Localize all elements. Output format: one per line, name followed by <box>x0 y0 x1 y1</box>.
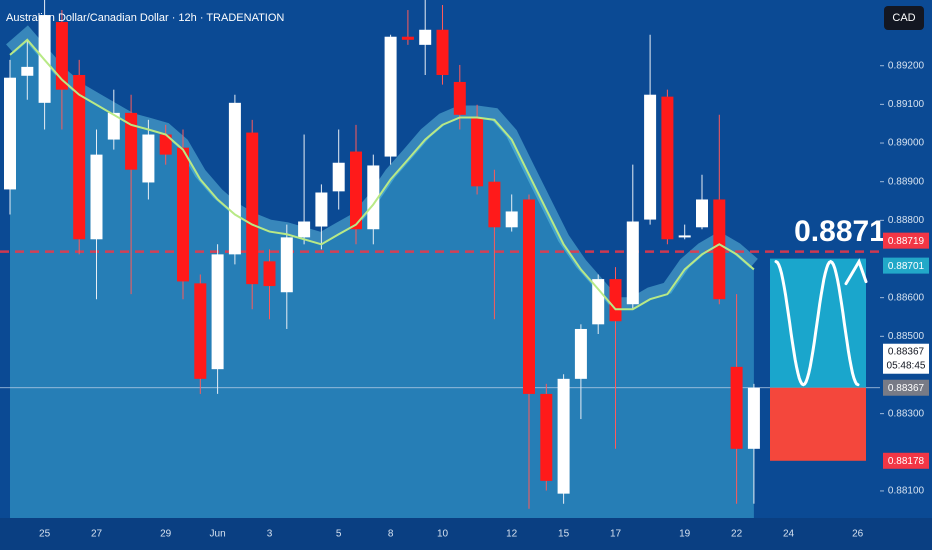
y-tick-label: 0.88900 <box>888 176 925 187</box>
candle-body <box>488 181 501 228</box>
candle-body <box>228 102 241 255</box>
price-label: 0.88719 <box>888 236 925 247</box>
currency-button[interactable] <box>884 6 924 30</box>
x-tick-label: 8 <box>388 529 394 540</box>
candle-body <box>211 254 224 370</box>
candle-body <box>747 387 760 449</box>
candle-body <box>505 211 518 228</box>
x-tick-label: 27 <box>91 529 103 540</box>
candle-body <box>332 162 345 192</box>
candle-body <box>125 112 138 170</box>
price-label: 0.88701 <box>888 261 925 272</box>
candle-body <box>177 147 189 282</box>
candle-body <box>384 36 397 157</box>
currency-label[interactable]: CAD <box>892 12 915 24</box>
price-label-box <box>883 257 929 274</box>
candle-body <box>367 165 380 230</box>
x-tick-label: 24 <box>783 529 795 540</box>
candle-body <box>4 77 16 190</box>
candle-body <box>263 261 276 287</box>
candle-body <box>644 94 657 220</box>
price-label-box <box>883 379 929 396</box>
candle-body <box>280 237 293 293</box>
candle-body <box>540 393 553 481</box>
x-tick-label: 22 <box>731 529 743 540</box>
y-tick-label: 0.88500 <box>888 331 925 342</box>
candle-body <box>696 199 708 228</box>
candle-body <box>401 36 414 40</box>
candle-body <box>107 112 120 140</box>
y-tick-label: 0.88300 <box>888 408 925 419</box>
candle-body <box>609 279 622 322</box>
stop-zone <box>770 387 866 461</box>
chart-title: Australian Dollar/Canadian Dollar · 12h … <box>6 12 284 24</box>
annotation: 0.8871 <box>794 215 886 248</box>
candle-body <box>453 81 466 115</box>
x-axis-band <box>0 518 932 550</box>
candle-body <box>350 151 362 230</box>
candle-body <box>678 235 691 238</box>
candle-body <box>194 283 207 379</box>
candle-body <box>419 29 432 45</box>
x-tick-label: 19 <box>679 529 691 540</box>
x-tick-label: Jun <box>210 529 226 540</box>
x-tick-label: 29 <box>160 529 172 540</box>
candle-body <box>471 117 484 187</box>
forecast-arrow <box>774 259 860 387</box>
candle-body <box>159 134 172 155</box>
candle-body <box>315 192 328 227</box>
x-tick-label: 25 <box>39 529 51 540</box>
candle-body <box>73 74 86 240</box>
candle-body <box>55 22 68 90</box>
price-label-box <box>883 232 929 249</box>
candle-body <box>730 366 743 449</box>
ma-line <box>9 38 755 311</box>
candle-body <box>142 134 155 183</box>
x-tick-label: 26 <box>852 529 864 540</box>
y-tick-label: 0.88800 <box>888 215 925 226</box>
last-price-box <box>883 343 929 374</box>
candle-body <box>661 96 674 240</box>
x-tick-label: 5 <box>336 529 342 540</box>
price-label: 0.88367 <box>888 383 925 394</box>
candle-body <box>21 66 34 76</box>
candle-body <box>557 378 570 494</box>
candle-body <box>626 221 639 305</box>
x-tick-label: 10 <box>437 529 449 540</box>
y-tick-label: 0.88100 <box>888 486 925 497</box>
price-label-box <box>883 452 929 469</box>
forecast-arrow-head <box>844 258 868 286</box>
countdown: 05:48:45 <box>887 360 926 371</box>
candle-body <box>592 279 605 325</box>
price-label: 0.88178 <box>888 456 925 467</box>
candle-body <box>90 154 103 240</box>
y-tick-label: 0.88600 <box>888 292 925 303</box>
y-tick-label: 0.89100 <box>888 99 925 110</box>
last-price: 0.88367 <box>888 346 925 357</box>
x-tick-label: 12 <box>506 529 518 540</box>
x-tick-label: 3 <box>267 529 273 540</box>
plot: 0.8871 <box>0 0 886 519</box>
candle-body <box>713 199 726 300</box>
candle-body <box>246 132 259 285</box>
candle-body <box>523 199 535 394</box>
candle-body <box>298 221 311 238</box>
candle-body <box>436 29 449 75</box>
x-tick-label: 15 <box>558 529 570 540</box>
y-tick-label: 0.89200 <box>888 60 925 71</box>
candle-body <box>574 328 587 379</box>
x-tick-label: 17 <box>610 529 622 540</box>
y-tick-label: 0.89000 <box>888 138 925 149</box>
